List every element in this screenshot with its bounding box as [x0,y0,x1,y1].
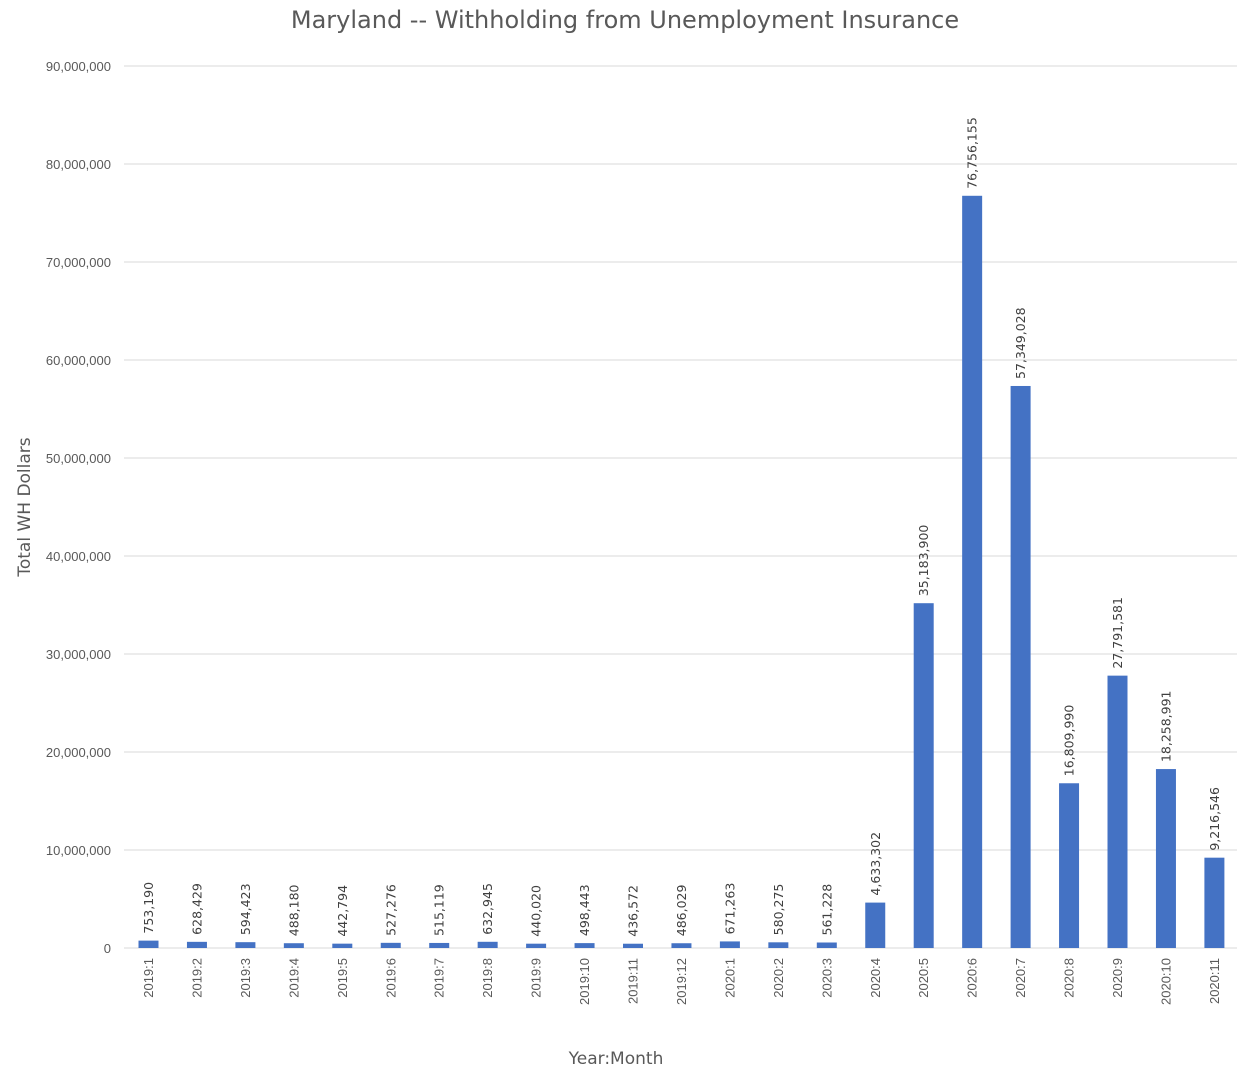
x-tick-label: 2019:5 [335,958,350,998]
data-label: 671,263 [722,883,737,935]
bar [186,941,207,948]
bar [865,902,886,948]
x-tick-label: 2019:10 [577,958,592,1005]
x-tick-label: 2020:3 [819,958,834,998]
data-label: 436,572 [626,885,641,937]
bar [235,942,256,948]
y-tick-label: 70,000,000 [46,255,111,270]
x-tick-label: 2019:11 [626,958,641,1004]
bar [623,943,643,948]
x-tick-label: 2020:10 [1158,958,1173,1005]
bar [1204,857,1225,948]
x-tick-label: 2020:8 [1062,958,1077,998]
bar [768,942,789,948]
bars [138,195,1225,949]
data-label: 527,276 [383,884,398,936]
x-tick-label: 2019:7 [432,958,447,998]
data-label: 27,791,581 [1110,597,1125,669]
data-label: 35,183,900 [916,525,931,597]
x-tick-label: 2019:4 [286,958,301,998]
data-label: 753,190 [141,882,156,934]
y-tick-label: 30,000,000 [46,647,111,662]
data-label: 57,349,028 [1013,307,1028,379]
data-label: 76,756,155 [965,117,980,189]
data-label: 632,945 [480,883,495,935]
data-label: 594,423 [238,883,253,935]
x-tick-label: 2020:9 [1110,958,1125,998]
bar [477,941,498,948]
chart-title: Maryland -- Withholding from Unemploymen… [291,6,959,34]
y-tick-label: 60,000,000 [46,353,111,368]
bar [671,943,692,948]
x-tick-label: 2020:1 [722,958,737,998]
bar [1107,675,1128,948]
bar [138,940,159,948]
data-labels: 753,190 628,429 594,423 488,180 442,794 527,2… [141,117,1222,937]
x-axis-title: Year:Month [568,1049,664,1068]
data-label: 488,180 [286,884,301,936]
data-label: 515,119 [432,884,447,936]
bar [332,943,353,948]
y-axis-title: Total WH Dollars [15,437,35,577]
y-tick-label: 80,000,000 [46,157,111,172]
bar [526,943,547,948]
y-tick-label: 0 [104,941,111,956]
x-tick-label: 2020:6 [965,958,980,998]
bar [962,195,983,949]
bar [1010,385,1031,949]
x-tick-label: 2019:8 [480,958,495,998]
data-label: 440,020 [529,885,544,937]
bar [719,941,740,948]
bar [1155,769,1176,948]
x-tick-label: 2019:1 [141,958,156,998]
data-label: 561,228 [819,884,834,936]
data-label: 498,443 [577,884,592,936]
data-label: 4,633,302 [868,832,883,896]
x-tick-label: 2019:3 [238,958,253,998]
x-tick-label: 2020:4 [868,958,883,998]
bar [574,943,595,948]
x-tick-label: 2020:7 [1013,958,1028,998]
x-tick-label: 2019:9 [529,958,544,998]
gridlines [124,65,1237,949]
data-label: 16,809,990 [1062,705,1077,777]
bar [816,942,837,948]
data-label: 9,216,546 [1207,787,1222,851]
x-tick-label: 2019:2 [189,958,204,998]
x-tick-label: 2019:6 [383,958,398,998]
x-axis-ticks: 2019:1 2019:2 2019:3 2019:4 2019:5 2019:6 2019… [141,958,1222,1005]
bar [1059,783,1080,948]
data-label: 18,258,991 [1158,690,1173,762]
x-tick-label: 2019:12 [674,958,689,1005]
x-tick-label: 2020:11 [1207,958,1222,1004]
data-label: 486,029 [674,884,689,936]
data-label: 580,275 [771,884,786,936]
y-tick-label: 90,000,000 [46,59,111,74]
bar [429,942,450,948]
data-label: 442,794 [335,885,350,937]
y-tick-label: 50,000,000 [46,451,111,466]
bar [913,603,934,948]
y-axis-ticks: 0 10,000,000 20,000,000 30,000,000 40,000,00… [46,59,111,956]
y-tick-label: 20,000,000 [46,745,111,760]
y-tick-label: 40,000,000 [46,549,111,564]
bar [283,943,304,948]
x-tick-label: 2020:5 [916,958,931,998]
y-tick-label: 10,000,000 [46,843,111,858]
x-tick-label: 2020:2 [771,958,786,998]
bar [380,942,401,948]
data-label: 628,429 [189,883,204,935]
